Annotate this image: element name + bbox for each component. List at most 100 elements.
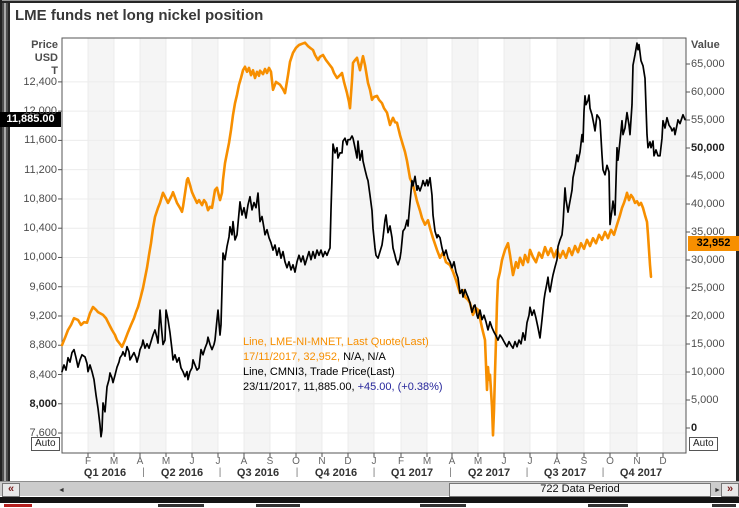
- month-band: [663, 38, 686, 453]
- time-scrollbar[interactable]: « ◄ 722 Data Period ► »: [0, 481, 739, 497]
- month-band: [114, 38, 140, 453]
- month-band: [244, 38, 270, 453]
- last-value-badge: 32,952: [688, 235, 739, 251]
- legend: Line, LME-NI-MNET, Last Quote(Last) 17/11…: [243, 335, 443, 395]
- left-axis-auto-button[interactable]: Auto: [31, 437, 60, 451]
- quarter-label: Q3 2016: [236, 467, 280, 479]
- right-axis-auto-button[interactable]: Auto: [689, 437, 718, 451]
- month-label: D: [344, 456, 352, 467]
- month-label: D: [659, 456, 667, 467]
- legend-line: 17/11/2017, 32,952, N/A, N/A: [243, 350, 443, 365]
- quarter-label: Q1 2016: [83, 467, 127, 479]
- month-band: [374, 38, 401, 453]
- data-period-thumb[interactable]: 722 Data Period: [449, 483, 711, 497]
- month-band: [88, 38, 114, 453]
- month-label: F: [84, 456, 92, 467]
- scroll-fast-left-button[interactable]: «: [2, 483, 20, 497]
- right-axis-tick: 35,000: [691, 226, 725, 238]
- legend-text: +45.00, (+0.38%): [357, 381, 443, 393]
- month-label: M: [473, 456, 483, 467]
- right-axis-tick: 15,000: [691, 338, 725, 350]
- left-axis-tick: 7,600: [29, 427, 57, 440]
- quarter-separator: |: [449, 467, 452, 478]
- quarter-label: Q2 2017: [467, 467, 511, 479]
- window-splitter-highlight: [4, 3, 6, 481]
- month-label: M: [422, 456, 432, 467]
- month-label: F: [397, 456, 405, 467]
- right-axis-tick: 10,000: [691, 366, 725, 378]
- quarter-label: Q1 2017: [390, 467, 434, 479]
- scroll-left-arrow-icon[interactable]: ◄: [58, 487, 65, 494]
- month-band: [427, 38, 452, 453]
- legend-line: Line, LME-NI-MNET, Last Quote(Last): [243, 335, 443, 350]
- scroll-right-arrow-icon[interactable]: ►: [714, 487, 721, 494]
- month-band: [62, 38, 88, 453]
- month-label: N: [633, 456, 641, 467]
- window-frame-top-inner: [0, 1, 739, 3]
- month-label: S: [266, 456, 274, 467]
- series-line-cmni3: [61, 42, 686, 438]
- right-axis-tick: 50,000: [691, 142, 725, 154]
- right-axis-tick: 30,000: [691, 254, 725, 266]
- left-axis-unit-line: Price: [31, 39, 58, 51]
- right-axis-tick: 45,000: [691, 170, 725, 182]
- clipped-data-fragment: [256, 504, 300, 507]
- clipped-data-fragment: [588, 504, 628, 507]
- quarter-separator: |: [372, 467, 376, 478]
- left-axis-tick: 8,800: [29, 339, 57, 352]
- left-axis-tick: 8,400: [29, 368, 57, 381]
- month-label: A: [448, 456, 456, 467]
- right-axis-tick: 20,000: [691, 310, 725, 322]
- clipped-data-fragment: [712, 504, 736, 507]
- last-price-badge: 11,885.00: [0, 112, 61, 128]
- month-band: [401, 38, 427, 453]
- clipped-data-fragment: [4, 504, 32, 507]
- left-axis-unit-line: T: [51, 65, 58, 77]
- quarter-label: Q3 2017: [543, 467, 587, 479]
- right-axis-title: Value: [691, 39, 720, 51]
- right-axis-tick: 40,000: [691, 198, 725, 210]
- right-axis-tick: 25,000: [691, 282, 725, 294]
- month-label: J: [501, 456, 507, 467]
- quarter-label: Q2 2016: [160, 467, 204, 479]
- right-axis-tick: 5,000: [691, 394, 719, 406]
- legend-line: 23/11/2017, 11,885.00, +45.00, (+0.38%): [243, 380, 443, 395]
- quarter-separator: |: [525, 467, 529, 478]
- clipped-data-fragment: [420, 504, 466, 507]
- left-axis-tick: 11,600: [24, 134, 57, 147]
- scroll-fast-right-button[interactable]: »: [721, 483, 739, 497]
- month-label: S: [580, 456, 588, 467]
- legend-text: N/A, N/A: [343, 351, 386, 363]
- month-band: [530, 38, 557, 453]
- quarter-label: Q4 2017: [619, 467, 663, 479]
- month-label: J: [371, 456, 377, 467]
- left-axis-tick: 12,400: [23, 75, 57, 88]
- month-band: [296, 38, 322, 453]
- month-label: M: [161, 456, 171, 467]
- window-splitter-edge: [8, 3, 10, 481]
- window-frame-left: [0, 0, 2, 481]
- left-axis-tick: 10,400: [23, 222, 57, 235]
- month-band: [166, 38, 192, 453]
- legend-text: Line, LME-NI-MNET, Last Quote(Last): [243, 336, 429, 348]
- left-axis-tick: 12,000: [23, 105, 57, 118]
- quarter-separator: |: [295, 467, 299, 478]
- right-axis-tick: 60,000: [691, 86, 725, 98]
- month-label: A: [240, 456, 248, 467]
- series-line-lme-ni-mnet: [60, 41, 653, 437]
- legend-text: 17/11/2017, 32,952,: [243, 351, 344, 363]
- right-axis-tick: 65,000: [691, 58, 725, 70]
- legend-text: 23/11/2017, 11,885.00,: [243, 381, 358, 393]
- month-label: A: [136, 456, 144, 467]
- month-band: [140, 38, 166, 453]
- legend-text: Line, CMNI3, Trade Price(Last): [243, 366, 395, 378]
- left-axis-tick: 10,800: [23, 192, 57, 205]
- month-band: [322, 38, 348, 453]
- legend-line: Line, CMNI3, Trade Price(Last): [243, 365, 443, 380]
- month-label: N: [318, 456, 326, 467]
- month-band: [348, 38, 374, 453]
- clipped-data-fragment: [158, 504, 204, 507]
- left-axis-tick: 9,600: [29, 280, 57, 293]
